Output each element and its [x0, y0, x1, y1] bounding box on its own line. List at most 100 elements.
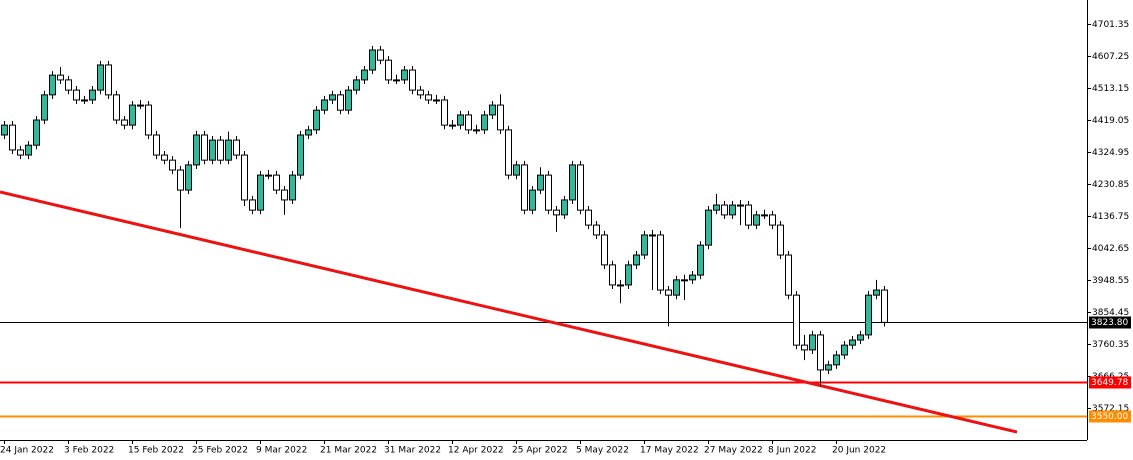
candle-body — [33, 119, 40, 146]
candle-body — [401, 69, 408, 81]
candle-body — [417, 89, 424, 96]
candle-body — [345, 89, 352, 111]
candle-body — [809, 334, 816, 351]
candle-body — [753, 214, 760, 226]
candle-body — [441, 99, 448, 126]
candle-body — [281, 189, 288, 201]
candle-body — [185, 164, 192, 191]
candle-body — [689, 274, 696, 281]
candle-body — [385, 59, 392, 81]
candle-body — [193, 134, 200, 166]
candle-body — [25, 144, 32, 156]
price-label-box — [1089, 410, 1131, 423]
candle-body — [329, 94, 336, 101]
candle-body — [473, 129, 480, 132]
candle-body — [665, 289, 672, 296]
candle-body — [577, 164, 584, 211]
price-label-box — [1089, 316, 1131, 329]
candle-body — [201, 134, 208, 161]
candle-body — [521, 164, 528, 211]
candle-body — [825, 364, 832, 371]
candle-body — [641, 234, 648, 256]
candle-body — [513, 164, 520, 176]
candle-body — [161, 154, 168, 161]
candle-body — [561, 199, 568, 216]
candle-body — [97, 64, 104, 91]
candle-body — [497, 104, 504, 131]
candle-body — [353, 79, 360, 91]
candle-body — [529, 189, 536, 211]
candle-body — [857, 334, 864, 341]
candle-body — [113, 94, 120, 121]
x-tick-label: 9 Mar 2022 — [256, 446, 307, 456]
candle-body — [57, 74, 64, 81]
candle-body — [849, 339, 856, 346]
candle-body — [337, 94, 344, 111]
price-label: 3823.80 — [1091, 318, 1128, 328]
candle-body — [609, 264, 616, 286]
trendline — [0, 190, 1018, 434]
candle-body — [625, 264, 632, 286]
y-tick-label: 4513.15 — [1092, 84, 1129, 94]
candle-body — [305, 129, 312, 136]
y-tick-label: 4419.05 — [1092, 116, 1129, 126]
candle-body — [121, 119, 128, 126]
x-tick-label: 15 Feb 2022 — [128, 446, 184, 456]
candle-body — [273, 174, 280, 191]
candle-body — [505, 129, 512, 176]
candle-body — [17, 149, 24, 156]
candle-body — [449, 124, 456, 127]
candle-body — [393, 79, 400, 82]
candle-body — [1, 124, 8, 136]
candle-body — [233, 139, 240, 156]
candle-body — [49, 74, 56, 96]
candle-body — [481, 114, 488, 131]
x-tick-label: 8 Jun 2022 — [768, 446, 816, 456]
x-tick-label: 21 Mar 2022 — [320, 446, 377, 456]
x-tick-label: 25 Apr 2022 — [512, 446, 568, 456]
candle-body — [177, 169, 184, 191]
y-tick-label: 3854.45 — [1092, 308, 1129, 318]
y-tick-label: 4136.75 — [1092, 212, 1129, 222]
x-tick-label: 24 Jan 2022 — [0, 446, 54, 456]
price-label: 3649.78 — [1091, 378, 1128, 388]
candle-body — [881, 289, 888, 323]
candle-body — [409, 69, 416, 91]
candle-body — [457, 114, 464, 126]
candle-body — [761, 214, 768, 217]
candle-body — [217, 139, 224, 161]
candle-body — [817, 334, 824, 371]
horizontal-lines — [0, 322, 1087, 418]
x-tick-label: 31 Mar 2022 — [384, 446, 441, 456]
candle-body — [873, 289, 880, 296]
y-tick-label: 4042.65 — [1092, 244, 1129, 254]
candle-body — [793, 294, 800, 346]
candle-body — [41, 94, 48, 121]
candle-body — [249, 199, 256, 211]
candle-body — [865, 294, 872, 336]
candle-body — [649, 234, 656, 237]
candle-body — [73, 89, 80, 101]
candle-body — [673, 279, 680, 296]
candle-body — [769, 214, 776, 226]
y-tick-label: 4701.35 — [1092, 20, 1129, 30]
y-tick-label: 3948.55 — [1092, 276, 1129, 286]
y-tick-label: 3760.35 — [1092, 340, 1129, 350]
candle-body — [225, 139, 232, 161]
x-tick-label: 17 May 2022 — [640, 446, 699, 456]
candle-body — [697, 244, 704, 276]
candle-body — [657, 234, 664, 291]
candle-body — [777, 224, 784, 256]
candle-body — [89, 89, 96, 101]
x-tick-label: 3 Feb 2022 — [64, 446, 114, 456]
candle-body — [321, 99, 328, 111]
candle-body — [297, 134, 304, 176]
candle-body — [585, 209, 592, 226]
candle-body — [433, 99, 440, 102]
candle-body — [65, 79, 72, 91]
candle-body — [745, 204, 752, 226]
candle-body — [801, 344, 808, 351]
x-tick-label: 12 Apr 2022 — [448, 446, 504, 456]
candle-body — [721, 204, 728, 216]
